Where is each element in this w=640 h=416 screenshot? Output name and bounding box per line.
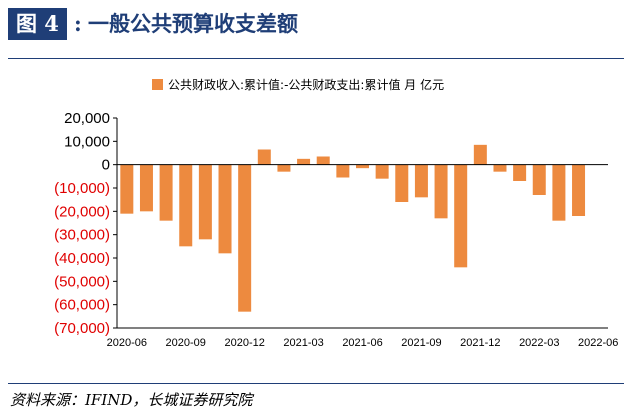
- x-tick-label: 2021-06: [342, 337, 382, 349]
- bars: [120, 144, 586, 312]
- bar-2020-10: [198, 164, 212, 240]
- bar-2020-11: [218, 164, 232, 254]
- bar-2021-04: [316, 156, 330, 165]
- x-tick-label: 2022-06: [578, 337, 618, 349]
- figure-colon: :: [74, 11, 82, 36]
- top-rule: [8, 58, 624, 59]
- bar-2021-03: [297, 158, 311, 165]
- bar-2021-06: [356, 164, 369, 169]
- x-tick-label: 2020-06: [107, 337, 147, 349]
- y-tick-label: (40,000): [54, 250, 110, 267]
- x-tick-label: 2020-12: [224, 337, 264, 349]
- bar-2020-07: [139, 164, 153, 212]
- figure-number-badge: 图 4: [8, 8, 67, 40]
- x-tick-label: 2020-09: [166, 337, 206, 349]
- bar-2022-01: [493, 164, 507, 172]
- legend: 公共财政收入:累计值:-公共财政支出:累计值 月 亿元: [152, 77, 444, 92]
- y-tick-label: (30,000): [54, 227, 110, 244]
- figure-header: 图 4 : 一般公共预算收支差额: [0, 0, 640, 50]
- bar-2020-06: [120, 164, 134, 214]
- bar-2022-02: [513, 164, 527, 181]
- x-tick-label: 2021-09: [401, 337, 441, 349]
- bar-2021-09: [414, 164, 428, 198]
- bar-2021-11: [454, 164, 468, 268]
- bar-2021-02: [277, 164, 291, 172]
- y-tick-label: 10,000: [64, 133, 110, 150]
- y-tick-label: (70,000): [54, 320, 110, 337]
- x-tick-label: 2022-03: [519, 337, 559, 349]
- y-tick-label: (10,000): [54, 180, 110, 197]
- y-tick-label: (60,000): [54, 297, 110, 314]
- bar-2021-07: [375, 164, 389, 179]
- bar-2020-12: [238, 164, 252, 312]
- x-axis: 2020-06 2020-09 2020-12 2021-03 2021-06 2021-…: [107, 164, 618, 349]
- bar-2022-05: [572, 164, 586, 216]
- legend-label: 公共财政收入:累计值:-公共财政支出:累计值 月 亿元: [168, 77, 444, 92]
- bar-2021-10: [434, 164, 448, 219]
- bar-2022-04: [552, 164, 566, 221]
- source-note: 资料来源：IFIND，长城证券研究院: [10, 391, 253, 409]
- bar-2020-08: [159, 164, 173, 221]
- figure-title: 一般公共预算收支差额: [88, 11, 298, 36]
- bar-2021-08: [395, 164, 409, 202]
- legend-swatch: [152, 79, 163, 90]
- bar-2021-12: [473, 144, 487, 165]
- y-axis: 20,000 10,000 0 (10,000) (20,000) (30,000) (40…: [54, 110, 118, 337]
- y-tick-label: (50,000): [54, 273, 110, 290]
- bottom-rule: [8, 383, 624, 384]
- bar-2020-09: [179, 164, 193, 247]
- bar-2022-03: [532, 164, 546, 195]
- x-tick-label: 2021-03: [283, 337, 323, 349]
- bar-2021-05: [336, 164, 350, 178]
- y-tick-label: 20,000: [64, 110, 110, 127]
- x-tick-label: 2021-12: [460, 337, 500, 349]
- y-tick-label: 0: [102, 157, 110, 174]
- y-tick-label: (20,000): [54, 203, 110, 220]
- bar-2021-01: [257, 149, 271, 165]
